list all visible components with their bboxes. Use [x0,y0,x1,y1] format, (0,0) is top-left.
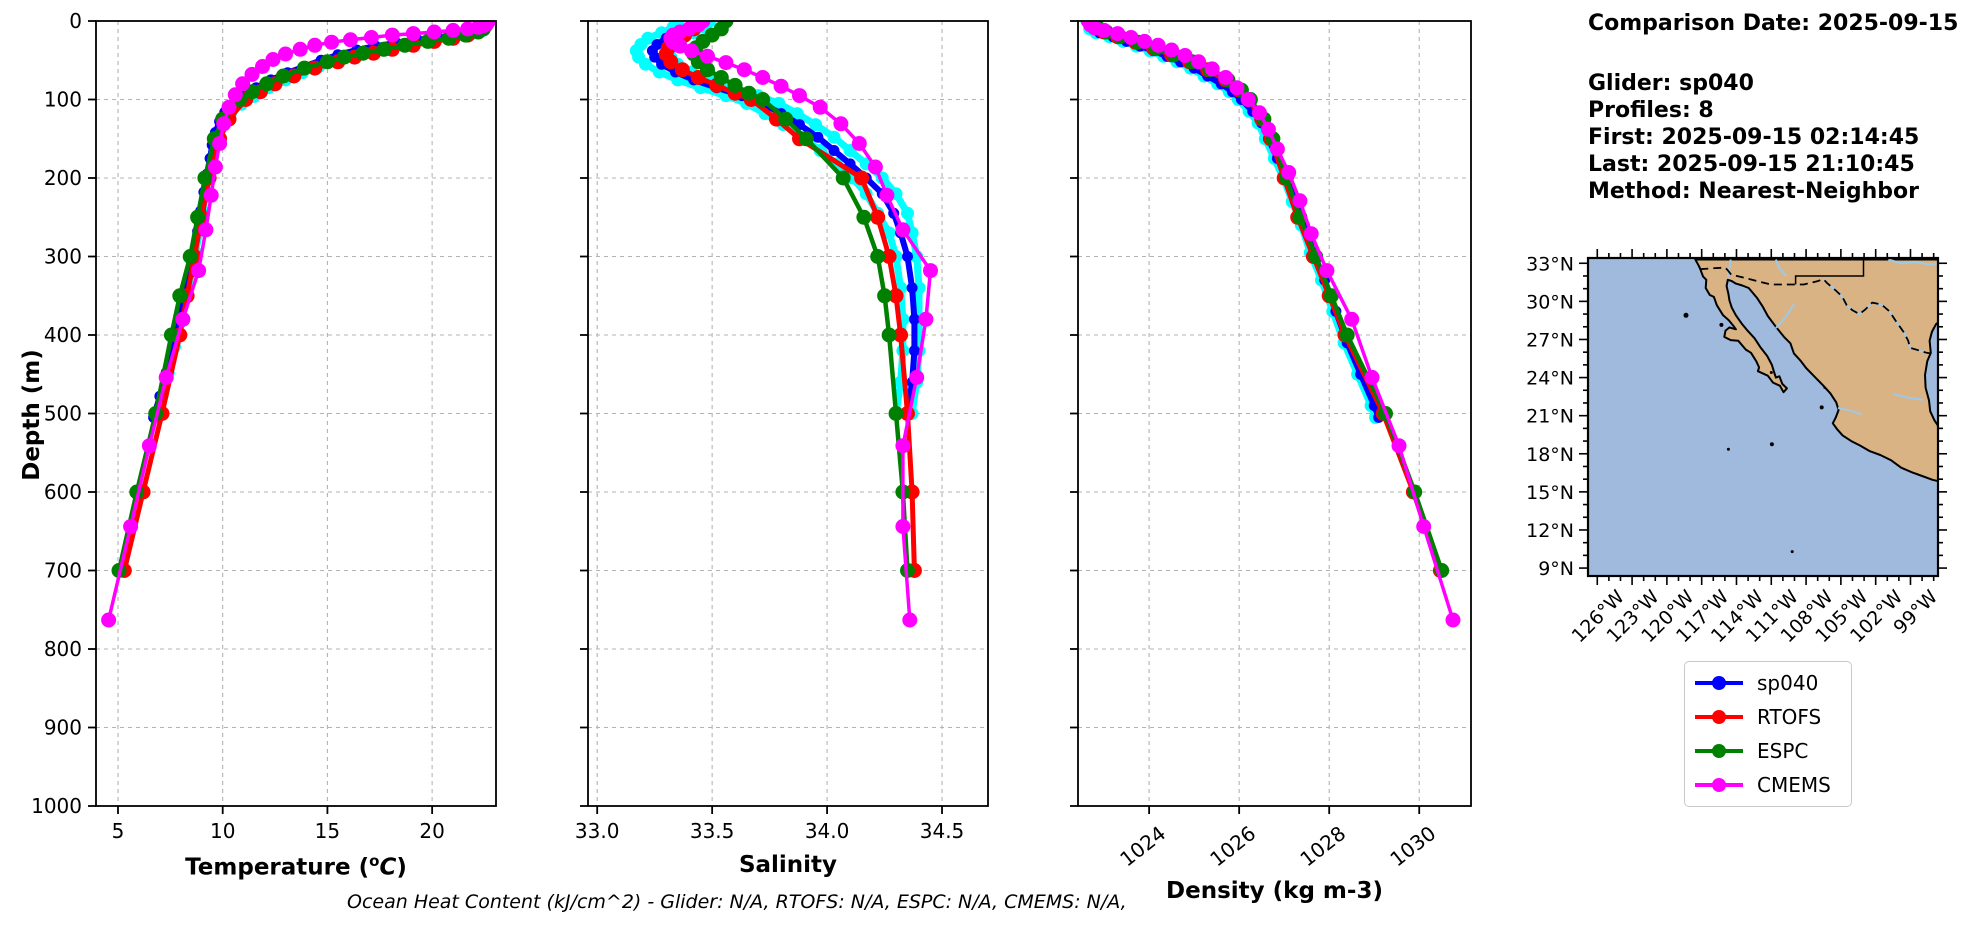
legend-label: CMEMS [1757,773,1831,797]
density-panel: 1024 1026 1028 1030 [1070,20,1472,871]
legend-item-cmems: CMEMS [1693,773,1851,797]
legend-label: RTOFS [1757,705,1822,729]
svg-text:300: 300 [44,245,82,269]
map-content [1588,258,1938,576]
map-island [1769,442,1774,447]
map-river [1774,259,1788,277]
info-spacer [1588,37,1958,70]
legend-item-rtofs: RTOFS [1693,705,1851,729]
salinity-series-CMEMS [663,21,938,628]
map-frame [1586,256,1940,578]
density-series-sp040 [1085,21,1385,423]
svg-text:900: 900 [44,716,82,740]
map-lat-label: 21°N [1526,406,1574,428]
last-profile-time: Last: 2025-09-15 21:10:45 [1588,152,1915,177]
map-river [1726,259,1732,278]
legend-label: ESPC [1757,739,1809,763]
svg-text:100: 100 [44,88,82,112]
salinity-grid [588,20,988,807]
temperature-series-ESPC [111,21,495,578]
legend: sp040 RTOFS ESPC CMEMS [1684,661,1852,807]
map-river [1837,407,1863,416]
map-lat-label: 30°N [1526,291,1574,313]
legend-swatch-cmems-icon [1695,778,1743,792]
density-series [1080,21,1461,628]
density-grid [1078,20,1471,807]
svg-text:34.5: 34.5 [920,819,965,843]
svg-text:500: 500 [44,402,82,426]
map-island [1726,447,1730,451]
density-series-CMEMS [1080,21,1461,628]
glider-name: Glider: sp040 [1588,71,1754,96]
svg-text:1028: 1028 [1295,821,1350,871]
comparison-info-block: Comparison Date: 2025-09-15 Glider: sp04… [1588,10,1958,205]
comparison-date: Comparison Date: 2025-09-15 [1588,11,1959,36]
svg-text:20: 20 [419,819,444,843]
density-ticks: 1024 1026 1028 1030 [1070,20,1440,871]
legend-swatch-rtofs-icon [1695,710,1743,724]
method: Method: Nearest-Neighbor [1588,179,1919,204]
map-island [1819,405,1824,410]
map-international-border [1700,266,1931,355]
map-island [1790,550,1794,554]
first-profile-time: First: 2025-09-15 02:14:45 [1588,125,1920,150]
svg-text:33.0: 33.0 [575,819,620,843]
svg-text:1024: 1024 [1115,821,1170,871]
salinity-axis-label: Salinity [738,852,838,878]
location-map: 33°N30°N27°N24°N21°N18°N15°N12°N9°N126°W… [1526,249,1947,647]
legend-label: sp040 [1757,671,1819,695]
salinity-series [629,21,938,628]
map-state-border [1794,259,1865,285]
svg-text:1000: 1000 [31,794,82,818]
map-island [1719,322,1724,327]
map-lat-label: 18°N [1526,444,1574,466]
map-lat-label: 27°N [1526,329,1574,351]
svg-text:600: 600 [44,480,82,504]
svg-text:800: 800 [44,637,82,661]
density-series-ESPC [1085,21,1450,578]
svg-text:700: 700 [44,559,82,583]
svg-text:33.5: 33.5 [690,819,735,843]
svg-text:0: 0 [69,9,82,33]
svg-text:34.0: 34.0 [805,819,850,843]
temperature-axis-label: Temperature (oC) [185,852,407,881]
svg-text:10: 10 [210,819,235,843]
map-river [1888,258,1938,266]
map-land [1694,258,1938,483]
legend-item-sp040: sp040 [1693,671,1851,695]
map-lat-label: 24°N [1526,368,1574,390]
salinity-panel: 33.0 33.5 34.0 34.5 [575,20,989,843]
depth-axis-label: Depth (m) [19,349,45,481]
map-lat-label: 15°N [1526,482,1574,504]
ocean-heat-content-caption: Ocean Heat Content (kJ/cm^2) - Glider: N… [347,891,1127,913]
map-lat-label: 12°N [1526,520,1574,542]
temperature-series [101,21,496,628]
svg-text:1026: 1026 [1205,821,1260,871]
legend-swatch-espc-icon [1695,744,1743,758]
profile-count: Profiles: 8 [1588,98,1714,123]
legend-item-espc: ESPC [1693,739,1851,763]
legend-swatch-sp040-icon [1695,676,1743,690]
svg-text:5: 5 [112,819,125,843]
density-axis-label: Density (kg m-3) [1166,878,1383,904]
svg-text:400: 400 [44,323,82,347]
map-island [1823,386,1826,389]
svg-text:15: 15 [315,819,340,843]
svg-text:1030: 1030 [1385,821,1440,871]
density-series-RTOFS [1083,21,1448,578]
temperature-series-CMEMS [101,21,496,628]
svg-text:200: 200 [44,166,82,190]
salinity-ticks: 33.0 33.5 34.0 34.5 [575,20,965,843]
map-island [1769,371,1773,374]
map-river [1893,393,1924,401]
map-lat-label: 9°N [1538,558,1574,580]
map-island [1683,312,1689,318]
map-river [1775,303,1796,329]
map-lat-label: 33°N [1526,253,1574,275]
